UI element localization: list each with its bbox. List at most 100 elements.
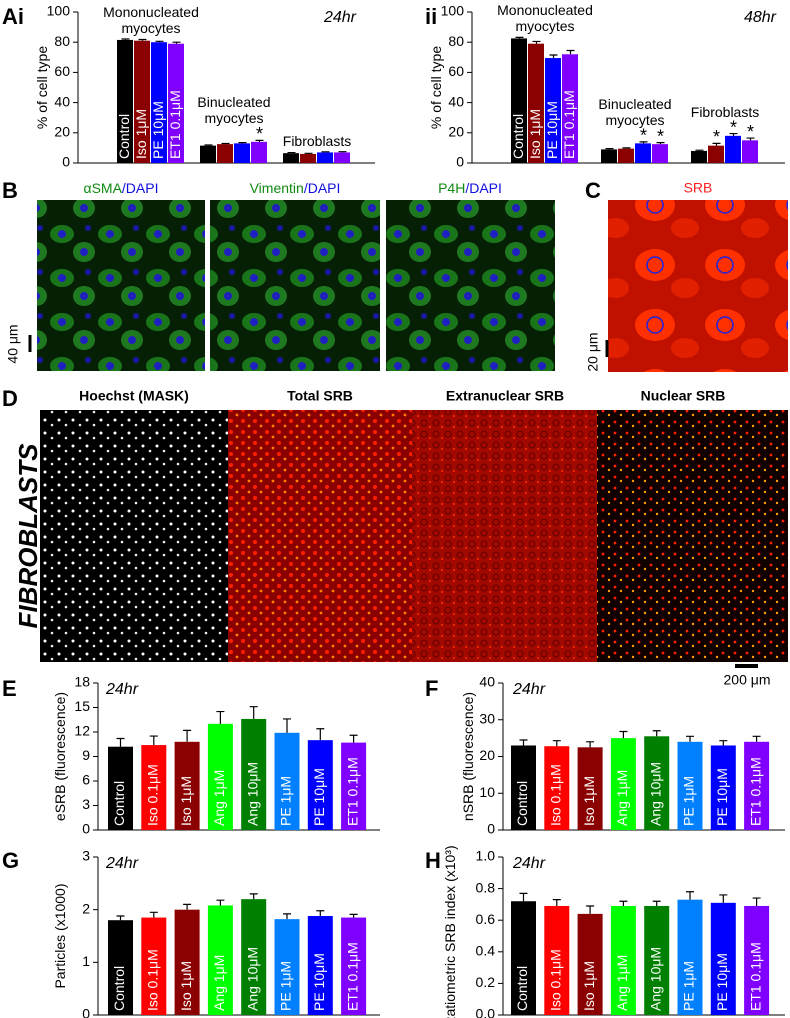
- stain-label: Vimentin/DAPI: [250, 180, 341, 196]
- bar: [200, 145, 216, 163]
- bar-label: Control: [510, 114, 526, 159]
- error-bar: [752, 897, 761, 906]
- bar: [544, 905, 570, 1015]
- category-label-box: Mononucleated myocytes: [497, 2, 593, 35]
- bar-label: Ang 10μM: [647, 947, 663, 1011]
- bar-label: Ang 1μM: [614, 955, 630, 1011]
- error-bar: [287, 151, 296, 154]
- category-label-box: Binucleated myocytes: [598, 96, 671, 128]
- error-bar: [155, 40, 164, 43]
- error-bar: [552, 740, 561, 747]
- category-label-box: Binucleated myocytes: [197, 94, 270, 126]
- bar-label: Control: [111, 781, 127, 826]
- y-label: % of cell type: [428, 45, 444, 130]
- error-bar: [552, 899, 561, 906]
- bar-label: Iso 0.1μM: [145, 764, 161, 826]
- panel-label: D: [2, 386, 18, 411]
- bar: [744, 905, 770, 1015]
- error-bar: [283, 913, 291, 920]
- bar-label: Control: [116, 114, 132, 159]
- y-tick-label: 100: [47, 3, 71, 19]
- panel-label: H: [425, 848, 441, 873]
- bar: [174, 741, 200, 830]
- bar: [742, 140, 758, 163]
- y-tick-label: 2: [82, 900, 90, 916]
- bar-label: PE 1μM: [278, 776, 294, 826]
- error-bar: [719, 740, 728, 746]
- significance-marker: *: [640, 126, 647, 146]
- bar: [217, 144, 233, 163]
- bar: [544, 746, 570, 830]
- error-bar: [566, 49, 575, 55]
- bar-label: Ang 10μM: [647, 762, 663, 826]
- bar-label: Iso 1μM: [133, 109, 149, 159]
- bar-label: ET1 0.1μM: [344, 942, 360, 1011]
- bar: [677, 899, 703, 1015]
- y-label-group: Ratiometric SRB index (x10³): [442, 845, 458, 1018]
- y-tick-label: 80: [54, 33, 70, 49]
- bar: [341, 917, 367, 1015]
- bar: [241, 718, 267, 830]
- y-tick-label: 1.0: [476, 848, 496, 864]
- panel-label: C: [585, 178, 601, 203]
- y-label: eSRB (fluorescence): [52, 691, 68, 822]
- y-label-group: eSRB (fluorescence): [52, 691, 68, 822]
- y-tick-label: 100: [441, 3, 465, 19]
- error-bar: [515, 36, 524, 39]
- error-bar: [752, 735, 761, 742]
- micrograph: [608, 200, 788, 372]
- error-bar: [121, 38, 130, 40]
- bar: [307, 915, 333, 1015]
- error-bar: [221, 142, 230, 145]
- bar: [691, 150, 707, 163]
- error-bar: [519, 739, 528, 746]
- significance-marker: *: [657, 126, 664, 146]
- bar: [134, 40, 150, 163]
- bar: [141, 745, 167, 830]
- bar-label: PE 10μM: [714, 953, 730, 1011]
- y-label-box: nSRB (fluorescence): [460, 692, 476, 821]
- error-bar: [686, 735, 694, 742]
- bar: [117, 39, 133, 164]
- panel-label: Ai: [2, 4, 24, 29]
- y-tick-label: 20: [448, 124, 464, 140]
- error-bar: [204, 144, 213, 146]
- error-bar: [549, 54, 558, 59]
- y-tick-label: 20: [479, 747, 495, 763]
- error-bar: [304, 152, 313, 154]
- bar-label: Ang 10μM: [244, 947, 260, 1011]
- stain-name: Vimentin: [250, 180, 304, 196]
- y-label-box: eSRB (fluorescence): [52, 691, 68, 822]
- y-label: % of cell type: [34, 45, 50, 130]
- bar: [511, 745, 536, 830]
- y-label-group: % of cell type: [428, 45, 444, 130]
- y-label-group: % of cell type: [34, 45, 50, 130]
- bar: [108, 746, 133, 830]
- category-label: Mononucleated myocytes: [497, 2, 593, 35]
- bar: [562, 54, 578, 163]
- image-label: Extranuclear SRB: [446, 388, 564, 404]
- bar: [744, 741, 770, 830]
- bar: [577, 747, 603, 830]
- error-bar: [172, 41, 181, 44]
- error-bar: [338, 151, 347, 153]
- bar: [241, 899, 267, 1015]
- y-tick-label: 0: [487, 821, 495, 837]
- error-bar: [249, 706, 258, 719]
- side-label: FIBROBLASTS: [13, 443, 43, 629]
- bar: [577, 913, 603, 1015]
- y-tick-label: 60: [448, 63, 464, 79]
- bar: [511, 901, 536, 1015]
- error-bar: [532, 40, 541, 44]
- bar: [108, 920, 133, 1015]
- error-bar: [519, 892, 528, 902]
- error-bar: [622, 147, 631, 149]
- bar: [334, 152, 350, 163]
- micrograph: [210, 200, 380, 371]
- y-tick-label: 0: [82, 1006, 90, 1018]
- y-tick-label: 60: [54, 63, 70, 79]
- significance-marker: *: [730, 117, 737, 137]
- significance-marker: *: [747, 122, 754, 142]
- chart-title: 24hr: [105, 855, 139, 872]
- error-bar: [149, 911, 158, 918]
